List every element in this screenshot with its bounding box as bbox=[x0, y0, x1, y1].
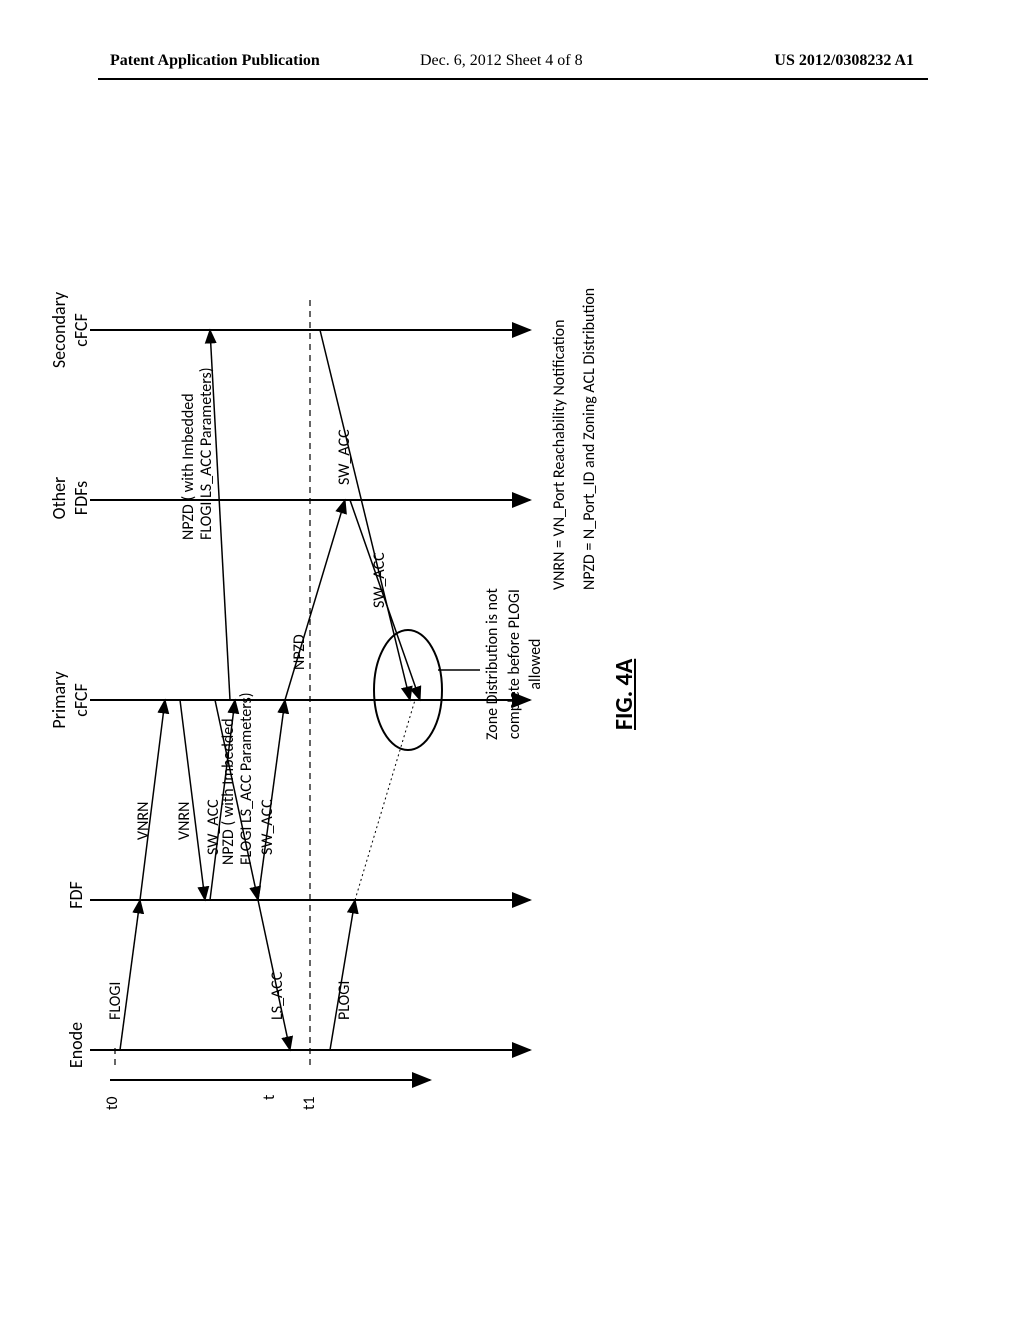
header-left: Patent Application Publication bbox=[110, 52, 320, 70]
lane-enode: Enode bbox=[65, 1015, 87, 1075]
time-t1: t1 bbox=[300, 1097, 319, 1110]
msg-flogi: FLOGI bbox=[106, 982, 125, 1020]
figure-label: FIG. 4A bbox=[610, 659, 639, 730]
time-t0: t0 bbox=[103, 1097, 122, 1110]
msg-npzd-sec: NPZD ( with Imbedded FLOGI LS_ACC Parame… bbox=[180, 367, 217, 540]
header-rule bbox=[98, 78, 928, 80]
header-center: Dec. 6, 2012 Sheet 4 of 8 bbox=[420, 52, 583, 70]
msg-swacc4: SW_ACC bbox=[370, 552, 389, 608]
lane-fdf: FDF bbox=[65, 865, 87, 925]
time-axis-label: t bbox=[260, 1095, 279, 1100]
header-right: US 2012/0308232 A1 bbox=[774, 52, 914, 70]
lane-secondary: Secondary cFCF bbox=[48, 280, 92, 380]
msg-plogi: PLOGI bbox=[335, 981, 354, 1020]
lane-other: Other FDFs bbox=[48, 458, 92, 538]
page-root: Patent Application Publication Dec. 6, 2… bbox=[0, 0, 1024, 1320]
msg-vnrn1: VNRN bbox=[134, 802, 153, 840]
def-npzd: NPZD = N_Port_ID and Zoning ACL Distribu… bbox=[580, 288, 599, 590]
msg-vnrn2: VNRN bbox=[175, 802, 194, 840]
msg-npzd-fdf: NPZD ( with Imbedded FLOGI LS_ACC Parame… bbox=[220, 692, 257, 865]
msg-swacc3: SW_ACC bbox=[335, 429, 354, 485]
note-zone: Zone Distribution is not complete before… bbox=[482, 588, 547, 740]
msg-npzd-other: NPZD bbox=[290, 634, 309, 670]
msg-lsacc: LS_ACC bbox=[268, 972, 287, 1020]
def-vnrn: VNRN = VN_Port Reachability Notification bbox=[550, 320, 569, 591]
msg-swacc2: SW_ACC bbox=[258, 799, 277, 855]
lane-primary: Primary cFCF bbox=[48, 660, 92, 740]
sequence-diagram: Enode FDF Primary cFCF Other FDFs Second… bbox=[10, 340, 1010, 1040]
